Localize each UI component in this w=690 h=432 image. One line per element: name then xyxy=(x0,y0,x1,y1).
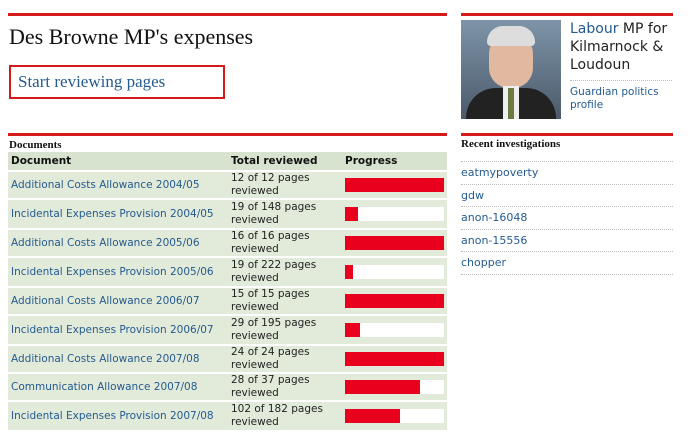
table-body: Additional Costs Allowance 2004/05 12 of … xyxy=(8,172,447,430)
document-link[interactable]: Additional Costs Allowance 2005/06 xyxy=(11,237,200,249)
column-header: Progress xyxy=(342,152,447,170)
table-row: Communication Allowance 2007/08 28 of 37 … xyxy=(8,374,447,400)
progress-cell xyxy=(342,172,447,198)
document-cell: Incidental Expenses Provision 2007/08 xyxy=(8,402,228,430)
document-link[interactable]: Additional Costs Allowance 2006/07 xyxy=(11,295,200,307)
investigation-link[interactable]: anon-16048 xyxy=(461,206,673,229)
document-cell: Additional Costs Allowance 2005/06 xyxy=(8,230,228,256)
table-row: Incidental Expenses Provision 2005/06 19 … xyxy=(8,258,447,286)
progress-track xyxy=(345,178,444,192)
mp-role: MP for Kilmarnock & Loudoun xyxy=(570,21,668,73)
document-cell: Additional Costs Allowance 2007/08 xyxy=(8,346,228,372)
total-reviewed: 15 of 15 pages reviewed xyxy=(228,288,342,314)
progress-bar xyxy=(345,352,444,366)
total-reviewed: 19 of 222 pages reviewed xyxy=(228,258,342,286)
progress-track xyxy=(345,294,444,308)
progress-cell xyxy=(342,346,447,372)
document-cell: Additional Costs Allowance 2004/05 xyxy=(8,172,228,198)
document-link[interactable]: Additional Costs Allowance 2004/05 xyxy=(11,179,200,191)
documents-table: Document Total reviewed Progress Additio… xyxy=(8,150,447,432)
investigation-link[interactable]: anon-15556 xyxy=(461,228,673,252)
document-cell: Communication Allowance 2007/08 xyxy=(8,374,228,400)
progress-track xyxy=(345,409,444,423)
document-link[interactable]: Incidental Expenses Provision 2005/06 xyxy=(11,266,214,278)
section-rule xyxy=(8,133,447,136)
progress-cell xyxy=(342,258,447,286)
progress-track xyxy=(345,236,444,250)
separator xyxy=(461,274,673,275)
progress-bar xyxy=(345,380,420,394)
progress-cell xyxy=(342,230,447,256)
progress-cell xyxy=(342,288,447,314)
table-row: Incidental Expenses Provision 2004/05 19 … xyxy=(8,200,447,228)
total-reviewed: 16 of 16 pages reviewed xyxy=(228,230,342,256)
top-rule xyxy=(8,13,447,16)
column-header: Total reviewed xyxy=(228,152,342,170)
progress-track xyxy=(345,380,444,394)
table-row: Additional Costs Allowance 2007/08 24 of … xyxy=(8,346,447,372)
page: {"header": {"title": "Des Browne MP's ex… xyxy=(8,13,674,430)
profile-link[interactable]: Guardian politics profile xyxy=(570,80,672,112)
progress-cell xyxy=(342,316,447,344)
progress-track xyxy=(345,207,444,221)
total-reviewed: 102 of 182 pages reviewed xyxy=(228,402,342,430)
table-caption: Documents xyxy=(9,139,62,151)
progress-track xyxy=(345,323,444,337)
document-link[interactable]: Incidental Expenses Provision 2006/07 xyxy=(11,324,214,336)
total-reviewed: 29 of 195 pages reviewed xyxy=(228,316,342,344)
start-button[interactable]: Start reviewing pages xyxy=(9,65,225,99)
table-row: Incidental Expenses Provision 2006/07 29 … xyxy=(8,316,447,344)
progress-bar xyxy=(345,207,358,221)
progress-track xyxy=(345,352,444,366)
progress-bar xyxy=(345,294,444,308)
document-link[interactable]: Additional Costs Allowance 2007/08 xyxy=(11,353,200,365)
section-rule xyxy=(461,133,673,136)
document-cell: Additional Costs Allowance 2006/07 xyxy=(8,288,228,314)
table-row: Additional Costs Allowance 2006/07 15 of … xyxy=(8,288,447,314)
document-cell: Incidental Expenses Provision 2005/06 xyxy=(8,258,228,286)
progress-cell xyxy=(342,374,447,400)
document-link[interactable]: Incidental Expenses Provision 2007/08 xyxy=(11,410,214,422)
total-reviewed: 19 of 148 pages reviewed xyxy=(228,200,342,228)
column-header: Document xyxy=(8,152,228,170)
progress-bar xyxy=(345,265,354,279)
document-link[interactable]: Communication Allowance 2007/08 xyxy=(11,381,198,393)
progress-cell xyxy=(342,200,447,228)
party-link[interactable]: Labour xyxy=(570,21,619,37)
top-rule xyxy=(461,13,673,16)
progress-cell xyxy=(342,402,447,430)
investigation-link[interactable]: eatmypoverty xyxy=(461,161,673,184)
table-row: Additional Costs Allowance 2005/06 16 of … xyxy=(8,230,447,256)
progress-bar xyxy=(345,409,401,423)
total-reviewed: 12 of 12 pages reviewed xyxy=(228,172,342,198)
investigation-link[interactable]: gdw xyxy=(461,183,673,207)
progress-bar xyxy=(345,323,360,337)
investigation-link[interactable]: chopper xyxy=(461,251,673,274)
table-row: Incidental Expenses Provision 2007/08 102… xyxy=(8,402,447,430)
progress-track xyxy=(345,265,444,279)
progress-bar xyxy=(345,178,444,192)
document-cell: Incidental Expenses Provision 2006/07 xyxy=(8,316,228,344)
mp-photo xyxy=(461,20,561,119)
document-link[interactable]: Incidental Expenses Provision 2004/05 xyxy=(11,208,214,220)
investigations-title: Recent investigations xyxy=(461,138,561,150)
page-title: Des Browne MP's expenses xyxy=(9,24,254,49)
table-row: Additional Costs Allowance 2004/05 12 of … xyxy=(8,172,447,198)
total-reviewed: 28 of 37 pages reviewed xyxy=(228,374,342,400)
progress-bar xyxy=(345,236,444,250)
total-reviewed: 24 of 24 pages reviewed xyxy=(228,346,342,372)
document-cell: Incidental Expenses Provision 2004/05 xyxy=(8,200,228,228)
mp-info: Labour MP for Kilmarnock & Loudoun xyxy=(570,20,674,74)
